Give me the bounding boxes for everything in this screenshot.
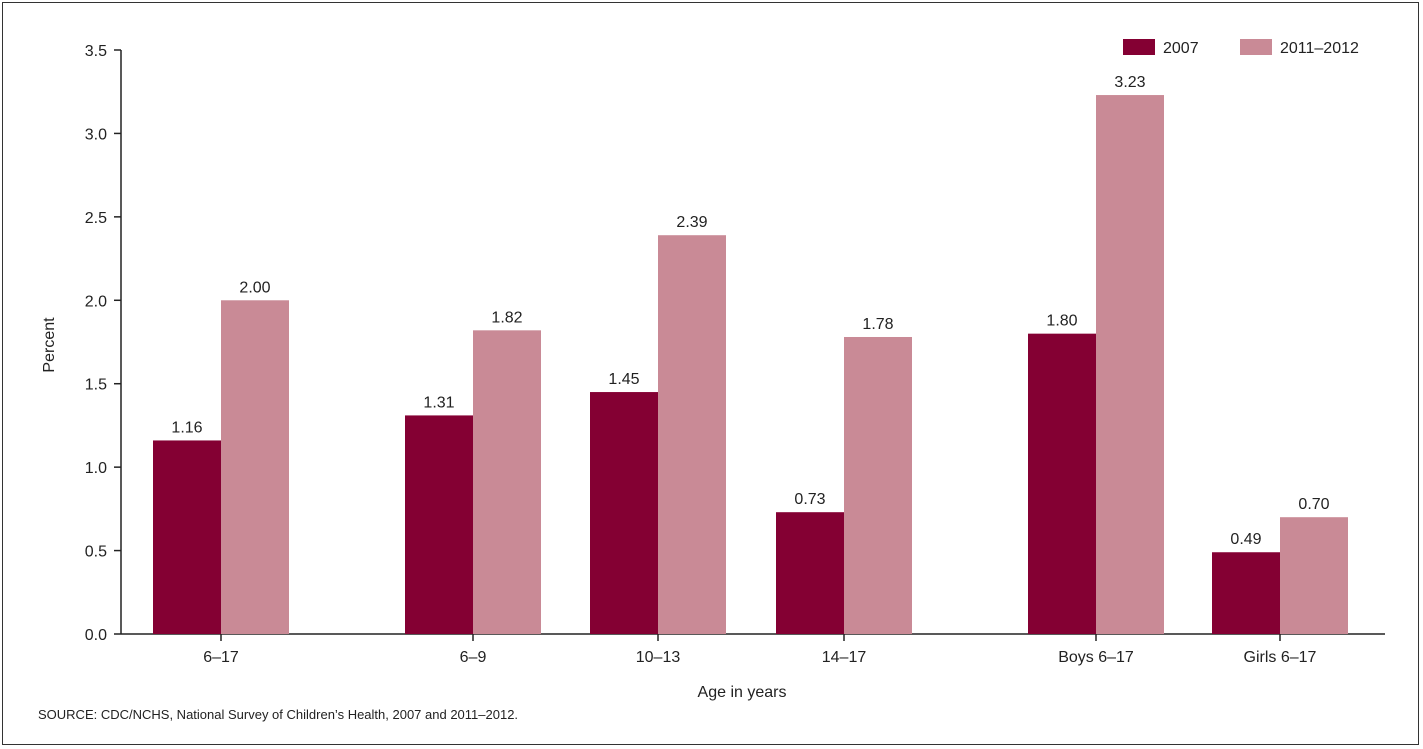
bar xyxy=(1280,517,1348,634)
bar xyxy=(473,330,541,634)
x-axis-label: Age in years xyxy=(698,684,787,701)
y-tick-label: 2.0 xyxy=(85,293,107,310)
bar xyxy=(776,512,844,634)
x-tick-label: 10–13 xyxy=(636,649,681,666)
x-axis: 6–17 6–9 10–13 14–17 Boys 6–17 Girls 6–17 xyxy=(121,633,1385,666)
bar xyxy=(844,336,912,634)
legend: 2007 2011–2012 xyxy=(1123,39,1359,57)
bar xyxy=(590,392,658,634)
bar xyxy=(153,440,221,634)
legend-label: 2007 xyxy=(1163,40,1199,57)
data-label: 1.82 xyxy=(491,309,522,326)
bar xyxy=(1096,95,1164,634)
data-label: 1.16 xyxy=(171,419,202,436)
x-tick-label: Girls 6–17 xyxy=(1244,649,1317,666)
legend-swatch xyxy=(1240,39,1272,55)
y-tick-label: 2.5 xyxy=(85,210,107,227)
y-tick-label: 3.5 xyxy=(85,43,107,60)
legend-swatch xyxy=(1123,39,1155,55)
y-tick-label: 1.5 xyxy=(85,377,107,394)
bars: 1.16 2.00 1.31 1.82 1.45 2.39 0.73 1.78 1.80 3.23… xyxy=(153,74,1348,634)
y-tick-label: 0.0 xyxy=(85,627,107,644)
y-tick-label: 3.0 xyxy=(85,126,107,143)
source-note: SOURCE: CDC/NCHS, National Survey of Chi… xyxy=(38,707,519,722)
y-tick-label: 1.0 xyxy=(85,460,107,477)
data-label: 1.31 xyxy=(423,394,454,411)
y-axis: 0.0 0.5 1.0 1.5 2.0 2.5 3.0 3.5 xyxy=(85,43,122,644)
bar xyxy=(658,235,726,634)
y-tick-label: 0.5 xyxy=(85,544,107,561)
data-label: 0.70 xyxy=(1298,496,1329,513)
data-label: 1.80 xyxy=(1046,313,1077,330)
data-label: 2.39 xyxy=(676,214,707,231)
x-tick-label: 6–9 xyxy=(460,649,487,666)
legend-label: 2011–2012 xyxy=(1280,40,1359,57)
y-axis-label: Percent xyxy=(41,317,58,373)
data-label: 0.73 xyxy=(794,491,825,508)
x-tick-label: 6–17 xyxy=(203,649,239,666)
bar xyxy=(1212,552,1280,634)
data-label: 1.45 xyxy=(608,371,639,388)
bar xyxy=(1028,333,1096,634)
bar xyxy=(405,415,473,634)
x-tick-label: Boys 6–17 xyxy=(1058,649,1134,666)
data-label: 0.49 xyxy=(1230,531,1261,548)
bar xyxy=(221,300,289,634)
data-label: 2.00 xyxy=(239,279,270,296)
x-tick-label: 14–17 xyxy=(822,649,867,666)
data-label: 3.23 xyxy=(1114,74,1145,91)
data-label: 1.78 xyxy=(862,316,893,333)
